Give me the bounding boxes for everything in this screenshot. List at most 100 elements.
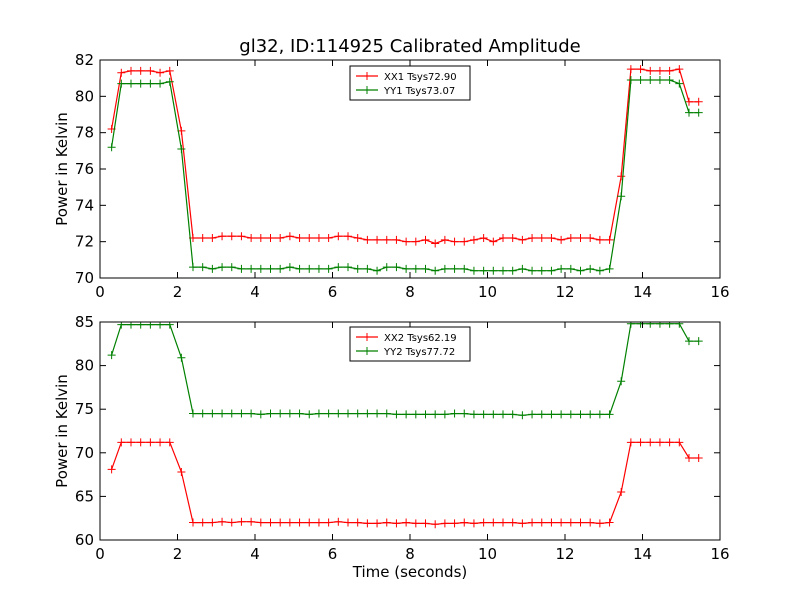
data-point-marker	[518, 235, 527, 244]
data-point-marker	[127, 79, 135, 88]
data-point-marker	[460, 409, 469, 418]
data-point-marker	[518, 411, 527, 420]
data-point-marker	[586, 410, 595, 419]
data-point-marker	[537, 518, 546, 527]
data-point-marker	[528, 410, 537, 419]
data-point-marker	[373, 409, 382, 418]
y-tick-label: 78	[75, 124, 94, 142]
data-point-marker	[156, 79, 165, 88]
data-point-marker	[576, 410, 585, 419]
x-tick-label: 12	[555, 545, 574, 563]
data-point-marker	[469, 235, 478, 244]
data-point-marker	[218, 263, 227, 272]
data-point-marker	[499, 410, 507, 419]
data-point-marker	[595, 235, 604, 244]
data-point-marker	[247, 517, 256, 526]
data-point-marker	[460, 237, 469, 246]
data-point-marker	[440, 264, 449, 273]
data-point-marker	[402, 410, 411, 419]
y-tick-label: 80	[75, 357, 94, 375]
data-point-marker	[314, 409, 323, 418]
data-point-marker	[373, 266, 382, 275]
data-point-marker	[324, 264, 333, 273]
y-tick-label: 80	[75, 87, 94, 105]
data-point-marker	[605, 235, 614, 244]
legend-label: XX1 Tsys72.90	[384, 72, 457, 83]
data-point-marker	[402, 264, 411, 273]
data-point-marker	[295, 264, 304, 273]
data-point-marker	[266, 264, 275, 273]
x-tick-label: 6	[328, 283, 338, 301]
data-point-marker	[636, 322, 645, 328]
data-point-marker	[469, 266, 478, 275]
data-point-marker	[353, 264, 362, 273]
data-point-marker	[646, 322, 655, 328]
data-point-marker	[665, 66, 674, 75]
data-point-marker	[237, 409, 246, 418]
data-point-marker	[373, 235, 382, 244]
data-point-marker	[431, 239, 440, 248]
data-point-marker	[528, 518, 537, 527]
data-point-marker	[117, 68, 126, 77]
y-axis-label: Power in Kelvin	[53, 374, 71, 488]
bottom-subplot: 0 2 4 6 8 10 12 14 16 60 65 70 75 80 85 Power in Kelvin…	[53, 313, 730, 581]
data-point-marker	[646, 438, 655, 447]
data-point-marker	[324, 518, 333, 527]
data-point-marker	[136, 438, 145, 447]
data-point-marker	[218, 409, 227, 418]
data-point-marker	[295, 234, 304, 243]
data-point-marker	[450, 264, 459, 273]
data-point-marker	[685, 454, 693, 463]
data-point-marker	[266, 409, 275, 418]
data-point-marker	[665, 322, 674, 328]
x-tick-label: 0	[95, 283, 105, 301]
x-tick-label: 8	[405, 283, 415, 301]
data-point-marker	[117, 79, 126, 88]
data-point-marker	[411, 237, 420, 246]
data-point-marker	[655, 438, 664, 447]
data-point-marker	[276, 518, 285, 527]
data-point-marker	[117, 438, 126, 447]
series-0-0	[107, 65, 703, 248]
data-point-marker	[295, 518, 304, 527]
data-point-marker	[285, 263, 294, 272]
data-point-marker	[334, 232, 343, 241]
data-point-marker	[392, 235, 401, 244]
data-point-marker	[586, 264, 595, 273]
top-subplot: 0 2 4 6 8 10 12 14 16 70 72 74 76 78 80 82 Power in Kelv…	[53, 51, 730, 301]
data-point-marker	[479, 410, 488, 419]
data-point-marker	[655, 66, 664, 75]
y-tick-label: 75	[75, 400, 94, 418]
data-point-marker	[208, 518, 217, 527]
y-tick-label: 74	[75, 196, 94, 214]
data-point-marker	[685, 108, 693, 117]
data-point-marker	[586, 518, 595, 527]
data-point-marker	[227, 518, 236, 527]
data-point-marker	[508, 234, 517, 243]
legend-marker	[363, 86, 371, 94]
data-point-marker	[431, 266, 440, 275]
data-point-marker	[431, 520, 440, 529]
data-point-marker	[576, 234, 585, 243]
data-point-marker	[198, 263, 207, 272]
data-point-marker	[208, 234, 217, 243]
data-point-marker	[675, 438, 684, 447]
data-point-marker	[208, 409, 217, 418]
data-point-marker	[198, 518, 207, 527]
series-1-1	[107, 322, 703, 420]
legend-label: YY1 Tsys73.07	[383, 86, 455, 97]
data-point-marker	[227, 263, 236, 272]
data-point-marker	[489, 410, 498, 419]
data-point-marker	[136, 79, 145, 88]
legend-label: YY2 Tsys77.72	[383, 347, 455, 358]
data-point-marker	[146, 438, 155, 447]
data-point-marker	[156, 438, 165, 447]
data-point-marker	[489, 518, 498, 527]
data-point-marker	[595, 519, 604, 528]
data-point-marker	[363, 264, 372, 273]
x-tick-label: 2	[173, 545, 183, 563]
data-point-marker	[382, 235, 391, 244]
data-point-marker	[266, 518, 275, 527]
data-point-marker	[344, 409, 352, 418]
data-point-marker	[411, 264, 420, 273]
